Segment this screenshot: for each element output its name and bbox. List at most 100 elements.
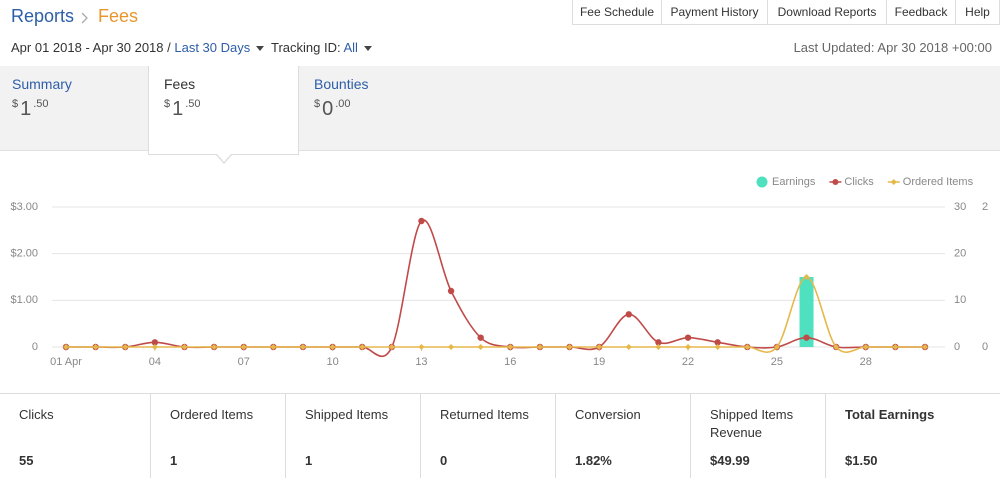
nav-button[interactable]: Fee Schedule — [572, 0, 662, 25]
nav-button[interactable]: Payment History — [661, 0, 768, 25]
y2-tick-label: 0 — [954, 341, 960, 353]
x-tick-label: 28 — [860, 356, 872, 368]
point — [92, 344, 99, 350]
stat-label: Total Earnings — [845, 407, 935, 422]
legend-item: Ordered Items — [887, 176, 974, 188]
point — [862, 344, 869, 350]
caret — [256, 46, 265, 52]
x-tick-label: 22 — [682, 356, 694, 368]
point — [299, 344, 306, 350]
point — [418, 344, 425, 350]
point — [596, 344, 603, 350]
tab[interactable]: Summary $1.50 — [0, 66, 151, 150]
x-tick-label: 25 — [771, 356, 783, 368]
y-tick-label: $1.00 — [10, 294, 38, 306]
last-updated: Last Updated: Apr 30 2018 +00:00 — [793, 40, 992, 55]
breadcrumb-separator — [81, 12, 88, 24]
amount-cents: .00 — [335, 98, 351, 110]
point — [507, 344, 514, 350]
date-range: Apr 01 2018 - Apr 30 2018 / — [11, 40, 171, 55]
point — [744, 344, 751, 350]
stat-value: 1.82% — [575, 453, 612, 468]
breadcrumb-current: Fees — [98, 6, 139, 26]
y2-tick-label: 20 — [954, 248, 966, 260]
y-tick-label: $2.00 — [10, 248, 38, 260]
point — [714, 344, 721, 350]
point — [684, 334, 692, 341]
stat-value: $1.50 — [845, 453, 878, 468]
point — [833, 344, 840, 350]
currency: $ — [164, 98, 171, 110]
stat: Conversion 1.82% — [555, 393, 690, 478]
legend-label: Clicks — [844, 176, 874, 188]
nav-button[interactable]: Download Reports — [767, 0, 887, 25]
point — [922, 344, 928, 350]
legend-marker — [890, 179, 897, 185]
amount-cents: .50 — [33, 98, 49, 110]
point — [477, 334, 484, 341]
y-tick-label: $3.00 — [10, 201, 38, 213]
amount-whole: 1 — [20, 98, 32, 120]
stat: Total Earnings $1.50 — [825, 393, 1000, 478]
line — [66, 219, 926, 358]
tab[interactable]: Bounties $0.00 — [302, 66, 453, 150]
point — [655, 339, 662, 346]
point — [655, 344, 662, 350]
nav-button[interactable]: Feedback — [886, 0, 956, 25]
stat-value: 1 — [305, 453, 313, 468]
x-tick-label: 13 — [415, 356, 427, 368]
tab-active[interactable]: Fees $1.50 — [148, 66, 299, 155]
point — [625, 344, 632, 350]
point — [685, 344, 692, 350]
point — [122, 344, 129, 350]
x-tick-label: 10 — [326, 356, 338, 368]
point — [151, 344, 158, 350]
tracking-filter: Tracking ID: All — [271, 40, 372, 55]
tab-label: Summary — [12, 76, 72, 92]
point — [63, 344, 69, 350]
legend-marker — [756, 176, 768, 188]
point — [536, 344, 543, 350]
stat: Clicks 55 — [0, 393, 150, 478]
tracking-dropdown[interactable]: All — [344, 40, 372, 55]
point — [773, 344, 780, 350]
point — [714, 339, 721, 346]
point — [151, 339, 159, 346]
point — [418, 217, 425, 225]
point — [388, 344, 395, 350]
legend-item: Clicks — [829, 176, 874, 188]
point — [803, 274, 810, 280]
stat-value: 55 — [19, 453, 34, 468]
point — [329, 344, 336, 350]
tab-amount: $1.50 — [164, 98, 298, 121]
point — [803, 334, 810, 341]
breadcrumb-reports[interactable]: Reports — [11, 6, 75, 26]
nav-button[interactable]: Help — [955, 0, 1000, 25]
x-tick-label: 07 — [238, 356, 250, 368]
x-tick-label: 19 — [593, 356, 605, 368]
line — [66, 276, 926, 353]
period-dropdown[interactable]: Last 30 Days — [174, 40, 265, 55]
y2-tick-label: 10 — [954, 294, 966, 306]
stat: Shipped Items 1 — [285, 393, 420, 478]
x-tick-label: 01 Apr — [50, 356, 82, 368]
point — [211, 344, 218, 350]
legend-item: Earnings — [756, 176, 816, 188]
point — [359, 344, 366, 350]
stat: Returned Items 0 — [420, 393, 555, 478]
tab-amount: $0.00 — [314, 98, 453, 121]
stat-value: $49.99 — [710, 453, 750, 468]
tab-label: Bounties — [314, 76, 369, 92]
point — [566, 344, 573, 350]
point — [892, 344, 899, 350]
point — [447, 287, 455, 295]
currency: $ — [314, 98, 321, 110]
legend-label: Earnings — [772, 176, 816, 188]
point — [625, 311, 632, 318]
stat-label: Shipped Items — [305, 407, 389, 422]
stat-label: Conversion — [575, 407, 641, 422]
y3-tick-label: 2 — [982, 201, 988, 213]
amount-whole: 0 — [322, 98, 334, 120]
point — [270, 344, 277, 350]
